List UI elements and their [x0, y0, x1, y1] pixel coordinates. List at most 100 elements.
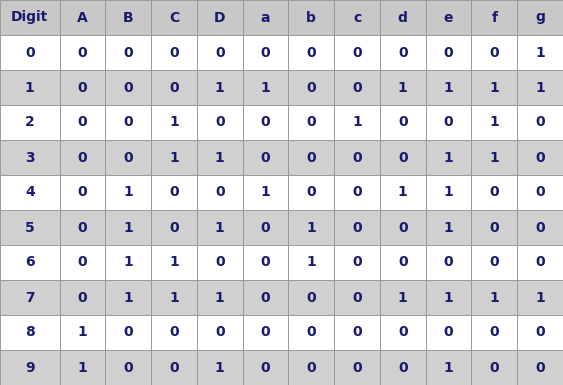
Bar [288, 175, 334, 210]
Bar [288, 280, 334, 315]
Bar [471, 175, 517, 210]
Text: f: f [491, 10, 497, 25]
Text: 0: 0 [215, 45, 225, 60]
Bar [517, 175, 563, 210]
Text: 0: 0 [306, 291, 316, 305]
Text: 1: 1 [78, 325, 87, 340]
Text: 8: 8 [25, 325, 35, 340]
Text: 1: 1 [398, 291, 408, 305]
Text: 0: 0 [306, 186, 316, 199]
Bar [60, 105, 105, 140]
Text: C: C [169, 10, 179, 25]
Bar [471, 0, 517, 35]
Bar [517, 70, 563, 105]
Bar [517, 280, 563, 315]
Bar [426, 0, 471, 35]
Text: 0: 0 [78, 221, 87, 234]
Bar [288, 105, 334, 140]
Text: 1: 1 [444, 151, 453, 164]
Bar [517, 0, 563, 35]
Text: 0: 0 [352, 186, 362, 199]
Text: 1: 1 [261, 186, 270, 199]
Text: 0: 0 [535, 221, 545, 234]
Bar [426, 35, 471, 70]
Text: 0: 0 [261, 116, 270, 129]
Bar [243, 245, 288, 280]
Bar [517, 140, 563, 175]
Bar [288, 70, 334, 105]
Text: 0: 0 [306, 116, 316, 129]
Bar [334, 70, 380, 105]
Bar [243, 350, 288, 385]
Text: 1: 1 [169, 256, 179, 270]
Bar [471, 245, 517, 280]
Bar [426, 280, 471, 315]
Text: 1: 1 [444, 221, 453, 234]
Bar [426, 350, 471, 385]
Text: 0: 0 [352, 221, 362, 234]
Text: 1: 1 [489, 291, 499, 305]
Text: 1: 1 [215, 360, 225, 375]
Bar [243, 315, 288, 350]
Text: e: e [444, 10, 453, 25]
Bar [334, 0, 380, 35]
Bar [0, 210, 60, 245]
Bar [334, 175, 380, 210]
Bar [471, 280, 517, 315]
Text: 0: 0 [169, 360, 178, 375]
Text: b: b [306, 10, 316, 25]
Bar [60, 315, 105, 350]
Bar [105, 280, 151, 315]
Bar [426, 175, 471, 210]
Bar [517, 245, 563, 280]
Bar [471, 70, 517, 105]
Bar [517, 210, 563, 245]
Text: 0: 0 [398, 116, 408, 129]
Text: B: B [123, 10, 133, 25]
Text: 1: 1 [215, 221, 225, 234]
Text: 0: 0 [215, 186, 225, 199]
Bar [0, 280, 60, 315]
Bar [380, 245, 426, 280]
Bar [151, 315, 197, 350]
Bar [60, 35, 105, 70]
Bar [197, 350, 243, 385]
Text: 0: 0 [78, 45, 87, 60]
Text: 0: 0 [78, 116, 87, 129]
Bar [197, 105, 243, 140]
Bar [0, 70, 60, 105]
Text: 1: 1 [123, 256, 133, 270]
Bar [151, 350, 197, 385]
Bar [60, 350, 105, 385]
Bar [0, 105, 60, 140]
Text: 0: 0 [490, 256, 499, 270]
Bar [60, 70, 105, 105]
Bar [0, 140, 60, 175]
Bar [0, 245, 60, 280]
Text: 0: 0 [306, 360, 316, 375]
Bar [288, 315, 334, 350]
Bar [380, 175, 426, 210]
Bar [471, 350, 517, 385]
Text: 0: 0 [261, 291, 270, 305]
Text: 0: 0 [352, 45, 362, 60]
Text: 1: 1 [444, 360, 453, 375]
Bar [288, 245, 334, 280]
Bar [105, 175, 151, 210]
Bar [517, 105, 563, 140]
Text: c: c [353, 10, 361, 25]
Bar [243, 140, 288, 175]
Text: 0: 0 [169, 80, 178, 94]
Text: 0: 0 [490, 360, 499, 375]
Bar [105, 35, 151, 70]
Bar [334, 105, 380, 140]
Text: 0: 0 [261, 151, 270, 164]
Text: 1: 1 [123, 221, 133, 234]
Bar [426, 140, 471, 175]
Bar [334, 245, 380, 280]
Text: 0: 0 [215, 256, 225, 270]
Bar [380, 315, 426, 350]
Bar [380, 210, 426, 245]
Text: 0: 0 [306, 151, 316, 164]
Text: 1: 1 [215, 80, 225, 94]
